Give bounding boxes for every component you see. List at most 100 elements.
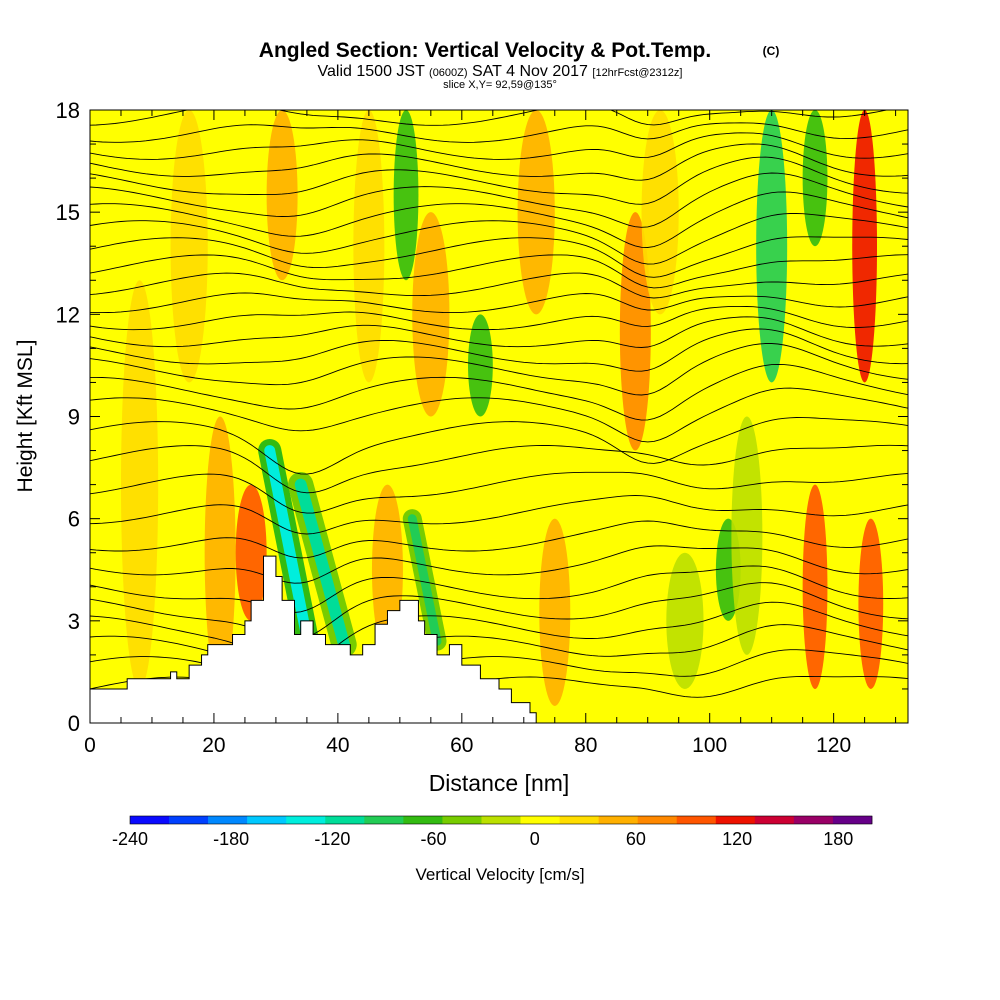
colorbar-swatch [442,816,482,824]
colorbar-tick-label: -180 [213,829,249,849]
theta-contour [90,316,908,348]
velocity-plume [802,484,828,689]
y-axis: 0 3 6 9 12 15 18 [56,98,908,736]
colorbar-swatch [715,816,756,824]
velocity-plume [170,110,208,383]
y-tick-label: 18 [56,98,80,123]
colorbar-swatch [637,816,678,824]
y-tick-label: 3 [68,609,80,634]
y-axis-label: Height [Kft MSL] [14,340,37,493]
x-tick-label: 40 [326,734,349,757]
downdraft-band-core [407,514,442,646]
x-axis: 0 20 40 60 80 100 120 [84,110,897,757]
velocity-field [120,110,884,706]
velocity-plume [858,518,884,689]
downdraft-band-core [264,445,313,644]
x-tick-label: 80 [574,734,597,757]
colorbar-frame [129,815,873,825]
velocity-plume [266,110,298,281]
x-tick-label: 20 [202,734,225,757]
velocity-plume [852,110,878,383]
x-axis-label: Distance [nm] [429,770,570,796]
velocity-plume [539,518,571,706]
theta-contour [90,213,908,265]
velocity-plume [235,484,267,621]
theta-contour [90,582,908,641]
x-tick-label: 60 [450,734,473,757]
velocity-plume [412,212,450,417]
velocity-plume [393,110,419,281]
subtitle-utc: (0600Z) [429,67,468,79]
theta-contour [90,122,908,143]
colorbar-tick-label: 0 [530,829,540,849]
theta-contour [90,471,908,514]
theta-contour [90,292,908,314]
velocity-plume [666,552,704,689]
colorbar-tick-label: -120 [314,829,350,849]
theta-contour [90,417,908,475]
colorbar-swatch [286,816,326,824]
theta-contour [90,132,908,160]
theta-contour [90,495,908,535]
velocity-plume [517,110,555,315]
chart-title-suffix: (C) [763,44,780,58]
subtitle-forecast: [12hrFcst@2312z] [592,67,682,79]
colorbar-swatch [598,816,638,824]
x-tick-label: 0 [84,734,96,757]
colorbar-swatch [676,816,717,824]
theta-contour [90,272,908,299]
theta-contour [90,545,908,584]
subtitle-valid: Valid 1500 JST [318,63,426,80]
theta-contour [90,601,908,667]
x-tick-label: 100 [692,734,727,757]
theta-contour [90,172,908,228]
y-tick-label: 12 [56,302,80,327]
velocity-plume [802,110,828,247]
theta-contour [90,191,908,248]
theta-contour [90,520,908,559]
colorbar-swatch [754,816,795,824]
theta-contour [90,565,908,613]
y-tick-label: 9 [68,405,80,430]
theta-contour [90,236,908,278]
theta-contour [90,328,908,372]
theta-contour [90,343,908,396]
colorbar-tick-label: -240 [112,829,148,849]
y-tick-label: 6 [68,507,80,532]
theta-contour [90,156,908,205]
plot-area [90,110,908,723]
velocity-plume [731,416,763,655]
theta-contour [90,254,908,289]
colorbar-tick-label: 180 [823,829,853,849]
theta-contour [90,444,908,494]
colorbar-tick-label: -60 [421,829,447,849]
theta-contour [90,143,908,181]
velocity-plume [619,212,651,451]
terrain [90,555,537,723]
y-tick-label: 15 [56,200,80,225]
theta-contour [90,363,908,421]
colorbar-swatch [169,816,209,824]
colorbar-swatch [325,816,365,824]
velocity-plume [204,416,236,689]
x-tick-label: 120 [816,734,851,757]
chart-title: Angled Section: Vertical Velocity & Pot.… [259,39,711,62]
slice-label: slice X,Y= 92,59@135° [443,79,557,91]
colorbar-swatch [208,816,248,824]
colorbar-swatch [520,816,560,824]
y-tick-label: 0 [68,711,80,736]
velocity-plume [756,110,788,383]
colorbar-tick-label: 120 [722,829,752,849]
colorbar-swatch [130,816,170,824]
colorbar-tick-label: 60 [626,829,646,849]
colorbar-swatch [793,816,834,824]
colorbar-label: Vertical Velocity [cm/s] [415,865,584,884]
velocity-plume [641,110,679,315]
theta-contour [90,387,908,443]
chart-subtitle: Valid 1500 JST (0600Z) SAT 4 Nov 2017 [1… [318,63,683,80]
colorbar-swatch [832,816,873,824]
theta-contour [90,305,908,331]
colorbar-swatch [481,816,521,824]
colorbar-swatch [559,816,599,824]
